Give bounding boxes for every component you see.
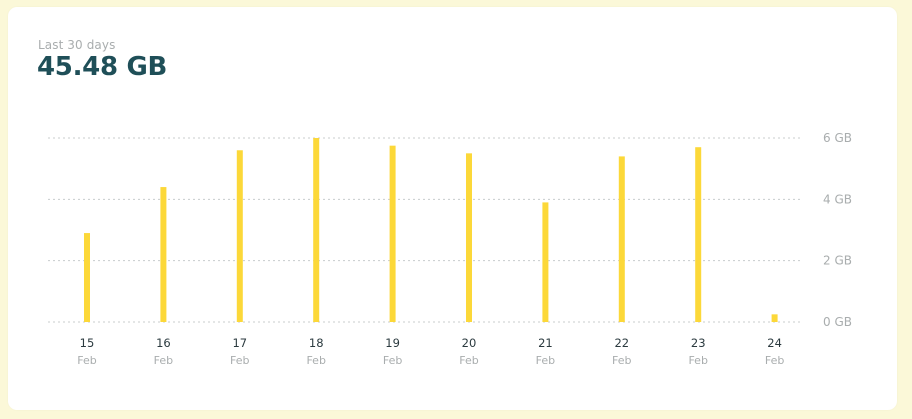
x-tick-month-label: Feb (383, 354, 402, 367)
bar[interactable] (390, 146, 396, 322)
bar[interactable] (160, 187, 166, 322)
x-tick-month-label: Feb (612, 354, 631, 367)
bar[interactable] (542, 202, 548, 322)
bars (84, 138, 778, 322)
x-tick-month-label: Feb (306, 354, 325, 367)
y-tick-label: 2 GB (823, 254, 852, 268)
x-tick-day-label: 18 (309, 336, 324, 350)
bar[interactable] (619, 156, 625, 322)
y-tick-label: 4 GB (823, 192, 852, 206)
bar[interactable] (466, 153, 472, 322)
x-tick-day-label: 15 (80, 336, 95, 350)
x-tick-day-label: 17 (232, 336, 247, 350)
x-axis-labels: 15 Feb 16 Feb 17 Feb 18 Feb 19 Feb 20 Feb 21 Feb 22 Feb… (77, 336, 784, 367)
bar[interactable] (84, 233, 90, 322)
y-tick-label: 6 GB (823, 131, 852, 145)
x-tick-day-label: 21 (538, 336, 553, 350)
x-tick-month-label: Feb (688, 354, 707, 367)
x-tick-month-label: Feb (77, 354, 96, 367)
x-tick-day-label: 22 (614, 336, 629, 350)
y-axis-labels: 0 GB 2 GB 4 GB 6 GB (823, 131, 852, 329)
x-tick-day-label: 23 (691, 336, 706, 350)
x-tick-day-label: 19 (385, 336, 400, 350)
x-tick-month-label: Feb (230, 354, 249, 367)
bar[interactable] (313, 138, 319, 322)
x-tick-month-label: Feb (459, 354, 478, 367)
y-tick-label: 0 GB (823, 315, 852, 329)
bar[interactable] (237, 150, 243, 322)
bar[interactable] (772, 314, 778, 322)
x-tick-month-label: Feb (154, 354, 173, 367)
x-tick-day-label: 24 (767, 336, 782, 350)
x-tick-month-label: Feb (765, 354, 784, 367)
x-tick-day-label: 20 (462, 336, 477, 350)
x-tick-month-label: Feb (536, 354, 555, 367)
x-tick-day-label: 16 (156, 336, 171, 350)
bar[interactable] (695, 147, 701, 322)
